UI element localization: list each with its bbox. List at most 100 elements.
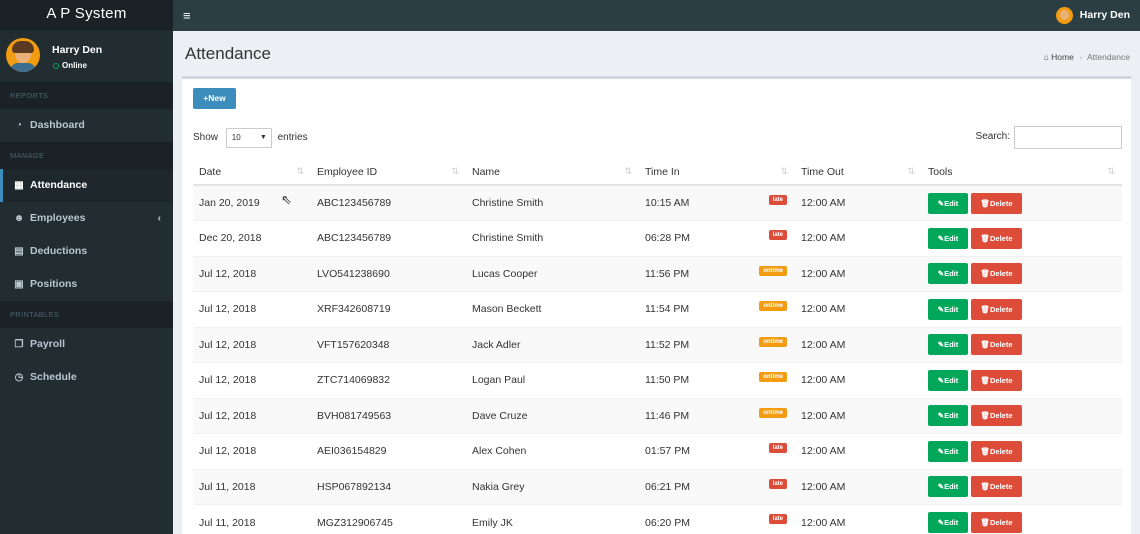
sort-icon: ⇅ bbox=[296, 166, 304, 176]
edit-icon: ✎ bbox=[937, 482, 945, 492]
col-date[interactable]: Date ⇅ bbox=[193, 159, 311, 186]
cell-employee-id: XRF342608719 bbox=[311, 291, 466, 327]
cell-time-in: 06:28 PM late bbox=[639, 220, 795, 256]
cell-time-out: 12:00 AM bbox=[795, 504, 922, 534]
cell-date: Jul 12, 2018 bbox=[193, 326, 311, 363]
search-box: Search: bbox=[976, 126, 1122, 149]
edit-button[interactable]: ✎Edit bbox=[928, 334, 968, 356]
user-name: Harry Den bbox=[52, 44, 103, 56]
mouse-cursor-icon: ⇖ bbox=[281, 192, 292, 207]
delete-button[interactable]: 🗑Delete bbox=[971, 263, 1022, 285]
delete-button[interactable]: 🗑Delete bbox=[971, 440, 1022, 462]
file-icon: ▤ bbox=[14, 246, 24, 257]
cell-name: Logan Paul bbox=[466, 362, 639, 398]
col-tools[interactable]: Tools ⇅ bbox=[922, 159, 1122, 186]
sidebar-item-positions[interactable]: ▣ Positions bbox=[0, 268, 173, 301]
cell-employee-id: ZTC714069832 bbox=[311, 362, 466, 398]
sort-icon: ⇅ bbox=[780, 166, 788, 176]
cell-employee-id: AEI036154829 bbox=[311, 433, 466, 469]
cell-time-in: 10:15 AM late bbox=[639, 184, 795, 221]
delete-button[interactable]: 🗑Delete bbox=[971, 298, 1022, 320]
breadcrumb-home[interactable]: Home bbox=[1051, 52, 1074, 62]
table-row: Jul 11, 2018 HSP067892134 Nakia Grey 06:21 … bbox=[193, 468, 1122, 505]
cell-date: Jan 20, 2019 bbox=[193, 184, 311, 221]
user-menu[interactable]: Harry Den bbox=[1055, 6, 1130, 24]
delete-button[interactable]: 🗑Delete bbox=[971, 227, 1022, 249]
cell-date: Dec 20, 2018 bbox=[193, 220, 311, 256]
cell-tools: ✎Edit 🗑Delete bbox=[922, 397, 1122, 434]
status-badge: ontime bbox=[759, 336, 787, 347]
table-row: Jul 12, 2018 AEI036154829 Alex Cohen 01:57 … bbox=[193, 433, 1122, 469]
trash-icon: 🗑 bbox=[980, 411, 990, 421]
cell-name: Mason Beckett bbox=[466, 291, 639, 327]
edit-button[interactable]: ✎Edit bbox=[928, 512, 968, 533]
cell-time-out: 12:00 AM bbox=[795, 255, 922, 292]
cell-time-in: 11:50 PM ontime bbox=[639, 362, 795, 398]
page-title: Attendance bbox=[185, 44, 272, 63]
col-employee-id[interactable]: Employee ID ⇅ bbox=[311, 159, 466, 186]
col-name[interactable]: Name ⇅ bbox=[466, 159, 639, 186]
user-status: Online bbox=[53, 61, 87, 70]
user-panel: Harry Den Online bbox=[0, 30, 173, 82]
edit-button[interactable]: ✎Edit bbox=[928, 263, 968, 285]
edit-button[interactable]: ✎Edit bbox=[928, 405, 968, 427]
cell-tools: ✎Edit 🗑Delete bbox=[922, 468, 1122, 505]
delete-button[interactable]: 🗑Delete bbox=[971, 192, 1022, 214]
trash-icon: 🗑 bbox=[980, 482, 990, 492]
edit-button[interactable]: ✎Edit bbox=[928, 440, 968, 462]
dropdown-arrow-icon: ▼ bbox=[259, 134, 267, 141]
col-time-out[interactable]: Time Out ⇅ bbox=[795, 159, 922, 186]
cell-time-in: 01:57 PM late bbox=[639, 433, 795, 469]
cell-employee-id: VFT157620348 bbox=[311, 326, 466, 363]
cell-date: Jul 11, 2018 bbox=[193, 468, 311, 505]
attendance-box: +New Show 10 ▼ entries Search: Date ⇅ Empl… bbox=[182, 76, 1131, 534]
table-row: Dec 20, 2018 ABC123456789 Christine Smith 0… bbox=[193, 220, 1122, 256]
edit-button[interactable]: ✎Edit bbox=[928, 476, 968, 498]
status-badge: late bbox=[768, 478, 787, 489]
table-row: Jul 11, 2018 MGZ312906745 Emily JK 06:20 PM… bbox=[193, 504, 1122, 534]
sidebar-item-deductions[interactable]: ▤ Deductions bbox=[0, 235, 173, 268]
edit-button[interactable]: ✎Edit bbox=[928, 369, 968, 391]
delete-button[interactable]: 🗑Delete bbox=[971, 512, 1022, 533]
edit-icon: ✎ bbox=[937, 375, 945, 385]
table-row: Jul 12, 2018 XRF342608719 Mason Beckett 11:… bbox=[193, 291, 1122, 327]
edit-button[interactable]: ✎Edit bbox=[928, 298, 968, 320]
edit-button[interactable]: ✎Edit bbox=[928, 192, 968, 214]
search-label: Search: bbox=[975, 131, 1010, 142]
menu-toggle-icon[interactable]: ≡ bbox=[183, 8, 191, 23]
sidebar-item-attendance[interactable]: ▦ Attendance bbox=[0, 169, 173, 202]
delete-button[interactable]: 🗑Delete bbox=[971, 405, 1022, 427]
app-logo[interactable]: A P System bbox=[0, 0, 173, 30]
cell-employee-id: BVH081749563 bbox=[311, 397, 466, 434]
search-input[interactable] bbox=[1014, 126, 1122, 149]
sidebar-item-schedule[interactable]: ◷ Schedule bbox=[0, 361, 173, 394]
edit-icon: ✎ bbox=[937, 198, 945, 208]
edit-button[interactable]: ✎Edit bbox=[928, 227, 968, 249]
trash-icon: 🗑 bbox=[980, 340, 990, 350]
table-row: Jul 12, 2018 VFT157620348 Jack Adler 11:52 … bbox=[193, 326, 1122, 363]
cell-name: Dave Cruze bbox=[466, 397, 639, 434]
cell-time-in: 11:54 PM ontime bbox=[639, 291, 795, 327]
home-icon: ⌂ bbox=[1043, 52, 1049, 62]
sidebar-item-payroll[interactable]: ❐ Payroll bbox=[0, 328, 173, 361]
col-time-in[interactable]: Time In ⇅ bbox=[639, 159, 795, 186]
entries-select[interactable]: 10 ▼ bbox=[225, 128, 272, 148]
cell-tools: ✎Edit 🗑Delete bbox=[922, 184, 1122, 221]
cell-date: Jul 12, 2018 bbox=[193, 255, 311, 292]
cell-date: Jul 11, 2018 bbox=[193, 504, 311, 534]
sidebar-item-employees[interactable]: ☻ Employees ‹ bbox=[0, 202, 173, 235]
sidebar-item-dashboard[interactable]: ◔ Dashboard bbox=[0, 109, 173, 142]
cell-time-out: 12:00 AM bbox=[795, 433, 922, 469]
clipboard-icon: ❐ bbox=[14, 339, 24, 350]
trash-icon: 🗑 bbox=[980, 375, 990, 385]
status-badge: late bbox=[768, 514, 787, 524]
delete-button[interactable]: 🗑Delete bbox=[971, 334, 1022, 356]
calendar-icon: ▦ bbox=[14, 180, 24, 191]
status-badge: ontime bbox=[759, 407, 787, 418]
delete-button[interactable]: 🗑Delete bbox=[971, 476, 1022, 498]
user-avatar bbox=[6, 38, 40, 72]
cell-tools: ✎Edit 🗑Delete bbox=[922, 291, 1122, 327]
cell-name: Nakia Grey bbox=[466, 468, 639, 505]
new-button[interactable]: +New bbox=[193, 88, 236, 109]
delete-button[interactable]: 🗑Delete bbox=[971, 369, 1022, 391]
